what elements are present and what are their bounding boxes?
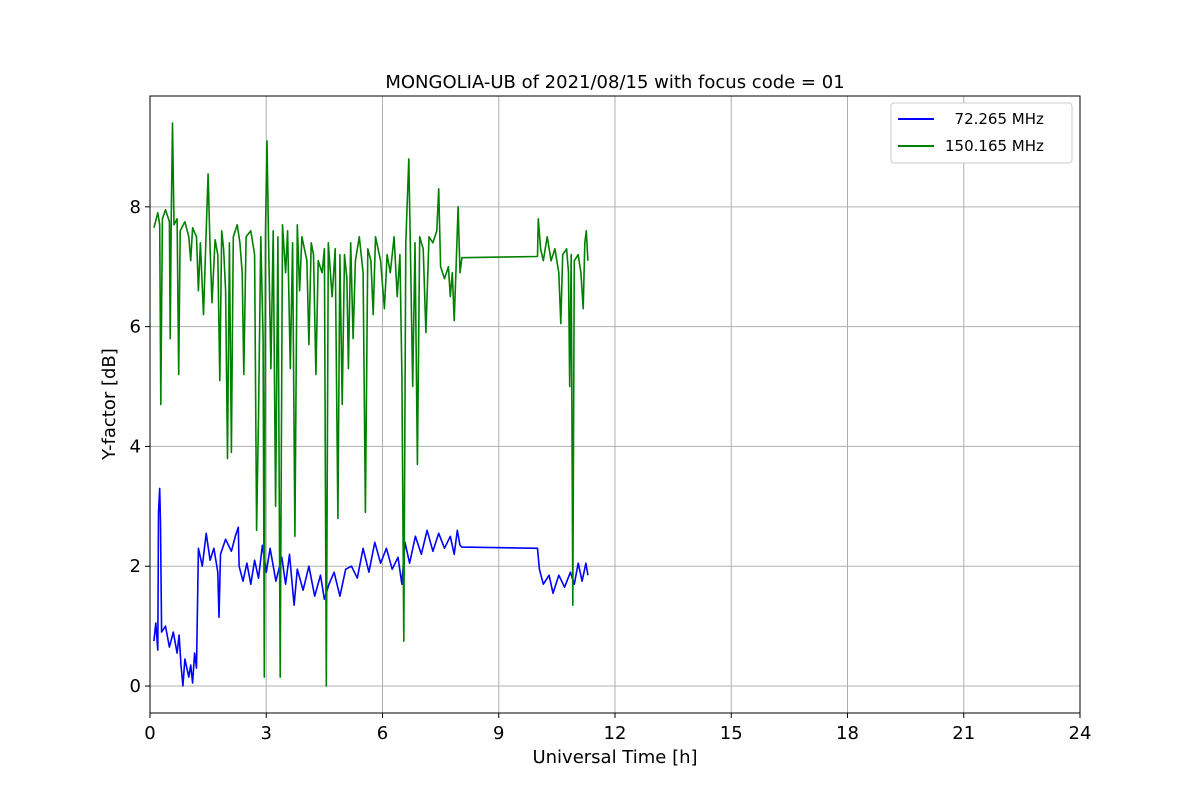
- x-tick-label: 0: [144, 723, 155, 744]
- x-tick-label: 12: [604, 723, 627, 744]
- series-line-150mhz: [153, 122, 589, 687]
- series-line-72mhz: [153, 487, 589, 687]
- y-tick-label: 8: [130, 197, 141, 218]
- chart-title: MONGOLIA-UB of 2021/08/15 with focus cod…: [385, 72, 844, 93]
- legend-label-72mhz: 72.265 MHz: [945, 110, 1044, 128]
- y-tick-label: 4: [130, 436, 141, 457]
- x-axis-label: Universal Time [h]: [532, 747, 697, 768]
- y-tick-label: 2: [130, 556, 141, 577]
- y-axis-label: Y-factor [dB]: [99, 348, 120, 461]
- x-tick-label: 6: [377, 723, 388, 744]
- x-tick-label: 9: [493, 723, 504, 744]
- legend-label-150mhz: 150.165 MHz: [945, 137, 1044, 155]
- x-tick-label: 24: [1069, 723, 1092, 744]
- y-tick-label: 0: [130, 676, 141, 697]
- legend: 72.265 MHz 150.165 MHz: [890, 102, 1073, 164]
- x-tick-label: 15: [720, 723, 743, 744]
- x-tick-label: 21: [952, 723, 975, 744]
- series-group: [153, 122, 589, 687]
- y-tick-label: 6: [130, 317, 141, 338]
- x-tick-label: 18: [836, 723, 859, 744]
- x-tick-label: 3: [261, 723, 272, 744]
- legend-box: [890, 102, 1073, 164]
